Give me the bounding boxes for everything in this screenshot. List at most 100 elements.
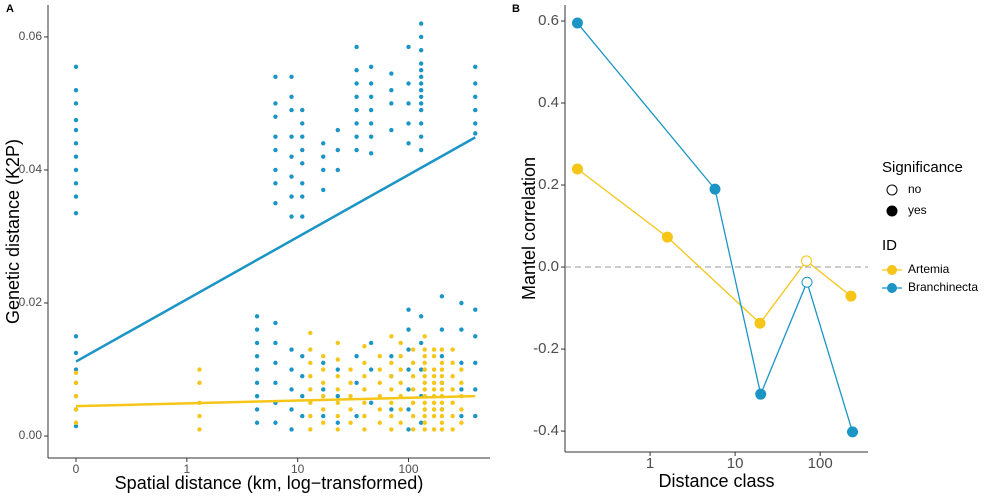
point <box>459 300 464 306</box>
point <box>321 420 326 425</box>
point <box>73 194 79 199</box>
point <box>354 81 359 86</box>
point <box>273 134 278 139</box>
point <box>398 367 403 372</box>
point <box>308 387 313 392</box>
point <box>473 81 478 86</box>
point <box>368 107 374 113</box>
point <box>197 413 202 419</box>
point <box>354 413 359 419</box>
point <box>354 147 359 153</box>
point <box>368 81 374 86</box>
legend-title: ID <box>882 237 897 254</box>
point <box>406 327 411 332</box>
point <box>439 407 445 412</box>
point <box>418 121 424 126</box>
point <box>389 360 394 366</box>
point <box>368 400 374 405</box>
x-tick-label: 0 <box>73 462 80 476</box>
point <box>308 360 313 366</box>
point <box>439 400 445 405</box>
point <box>406 101 411 106</box>
point <box>439 380 445 386</box>
point <box>418 34 424 40</box>
point <box>389 407 394 412</box>
point <box>300 413 305 419</box>
point <box>300 134 305 139</box>
point <box>418 107 424 113</box>
point <box>410 400 416 405</box>
point <box>377 420 382 425</box>
x-axis-title: Distance class <box>658 471 774 491</box>
point <box>473 360 478 366</box>
point <box>254 380 260 386</box>
point <box>354 107 359 113</box>
point <box>459 387 464 392</box>
point <box>73 64 79 70</box>
y-tick-label: 0.04 <box>19 162 43 176</box>
point <box>422 367 427 372</box>
point <box>439 413 445 419</box>
point <box>335 147 340 153</box>
point <box>321 380 326 386</box>
point <box>308 427 313 432</box>
point <box>422 334 427 339</box>
point <box>389 354 394 359</box>
point <box>362 344 367 349</box>
point <box>300 181 305 186</box>
y-tick-label: 0.2 <box>538 176 559 193</box>
point <box>473 64 478 70</box>
point <box>431 413 437 419</box>
point <box>431 367 437 372</box>
y-axis-title: Mantel correlation <box>519 157 539 300</box>
point <box>439 367 445 372</box>
point <box>197 380 202 386</box>
point <box>389 387 394 392</box>
point <box>273 380 278 386</box>
point <box>439 427 445 432</box>
point <box>450 413 455 419</box>
point <box>73 407 79 412</box>
point <box>368 340 374 346</box>
point <box>321 393 326 399</box>
point <box>410 373 416 379</box>
point <box>321 354 326 359</box>
point <box>410 360 416 366</box>
point <box>348 380 353 386</box>
point <box>418 74 424 80</box>
point <box>418 147 424 153</box>
point <box>368 151 374 156</box>
point <box>335 400 340 405</box>
point <box>321 387 326 392</box>
point <box>289 174 294 179</box>
point <box>289 407 294 412</box>
point <box>254 314 260 319</box>
point <box>273 101 278 106</box>
point <box>389 427 394 432</box>
point <box>335 413 340 419</box>
point <box>754 317 766 329</box>
point <box>847 426 859 438</box>
point <box>368 134 374 139</box>
point <box>450 400 455 405</box>
point <box>439 347 445 352</box>
point <box>254 367 260 372</box>
point <box>389 373 394 379</box>
point <box>377 407 382 412</box>
point <box>273 74 278 80</box>
point <box>439 373 445 379</box>
point <box>321 367 326 372</box>
point <box>289 94 294 99</box>
point <box>197 427 202 432</box>
point <box>73 101 79 106</box>
point <box>73 370 79 376</box>
point <box>362 427 367 432</box>
point <box>473 131 478 136</box>
point <box>368 94 374 99</box>
point <box>418 48 424 53</box>
point <box>289 194 294 199</box>
point <box>406 387 411 392</box>
point <box>321 413 326 419</box>
point <box>398 407 403 412</box>
